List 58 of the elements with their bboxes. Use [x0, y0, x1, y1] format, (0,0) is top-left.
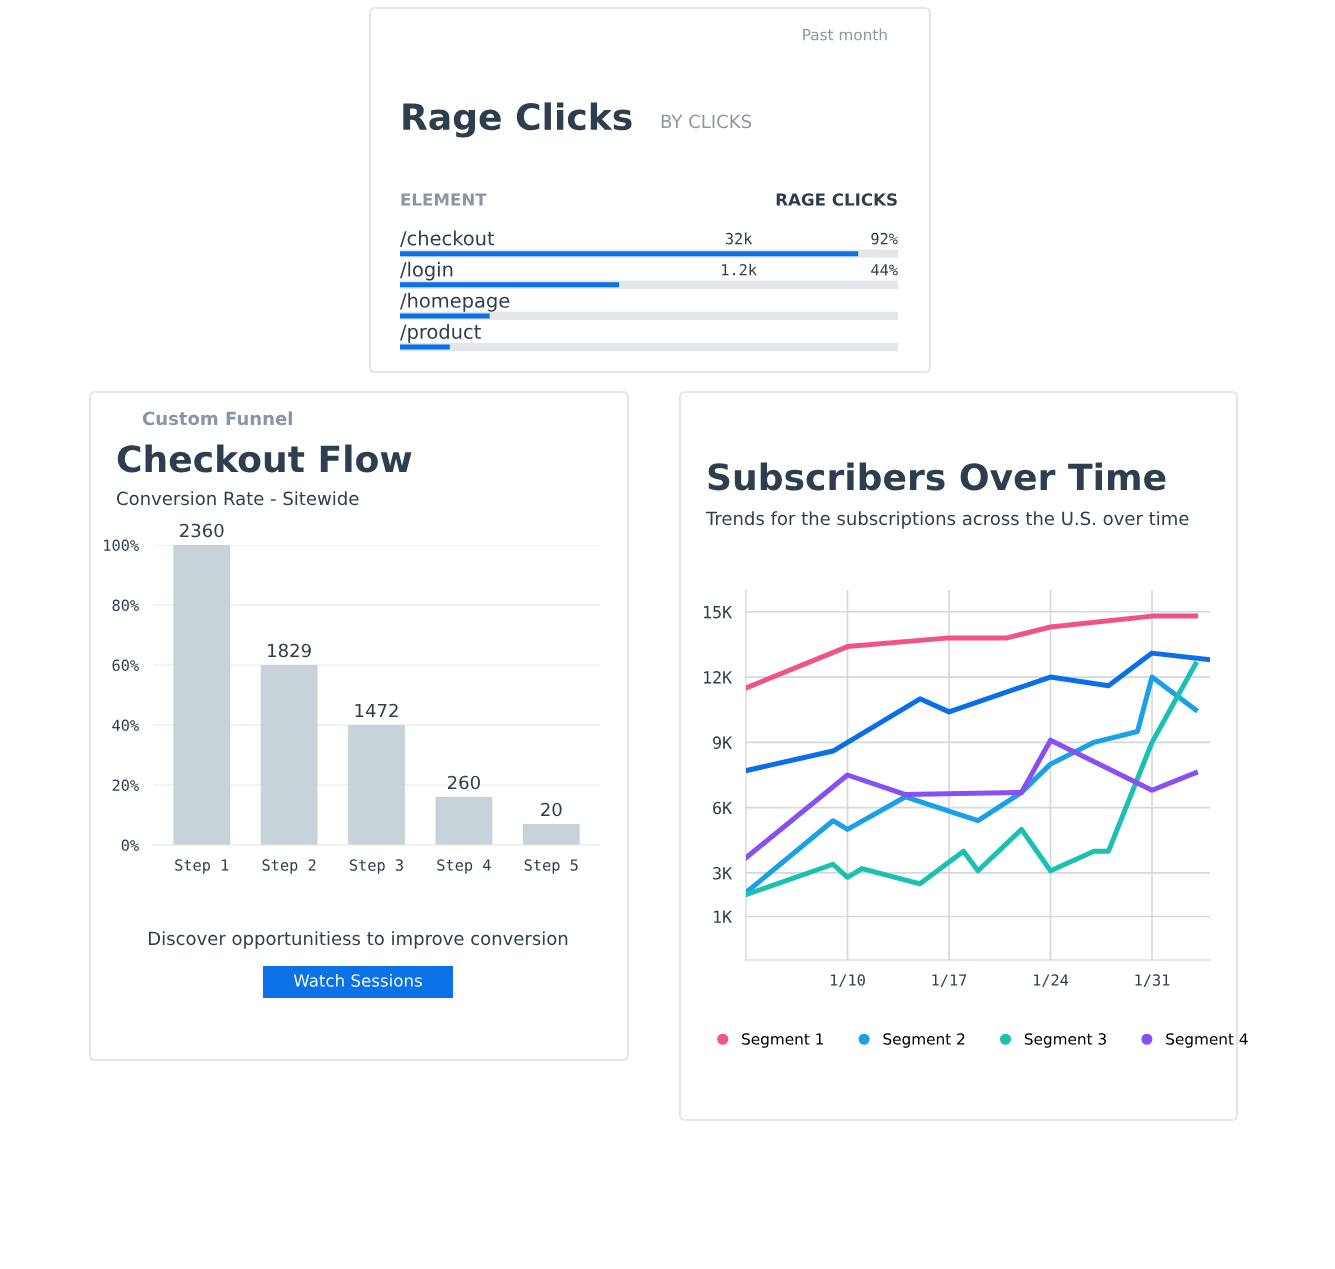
- y-tick-label: 3K: [713, 866, 733, 880]
- annotation: 20: [541, 802, 562, 817]
- bar: [260, 665, 318, 845]
- y-tick-label: 100%: [104, 539, 139, 552]
- y-tick-label: 60%: [112, 659, 139, 672]
- text: Past month: [803, 28, 887, 41]
- chart-title: Checkout Flow: [117, 444, 412, 473]
- legend-label: Segment 3: [1024, 1033, 1106, 1048]
- annotation: 1.2k: [722, 263, 757, 276]
- annotation: 1829: [268, 643, 311, 658]
- legend-label: Segment 4: [1166, 1033, 1248, 1048]
- legend-label: Segment 1: [742, 1033, 823, 1048]
- y-tick-label: 20%: [112, 779, 139, 792]
- x-tick-label: Step 2: [262, 859, 316, 874]
- y-tick-label: /homepage: [400, 292, 510, 312]
- data-label: 44%: [871, 264, 898, 276]
- y-tick-label: 9K: [713, 736, 733, 749]
- data-label: 92%: [871, 232, 898, 245]
- bar: [173, 545, 231, 845]
- chart-title: Subscribers Over Time: [708, 462, 1166, 491]
- y-tick-label: /product: [400, 323, 481, 343]
- y-tick-label: 12K: [704, 671, 733, 684]
- x-tick-label: Step 3: [349, 859, 403, 874]
- chart-subtitle: Trends for the subscriptions across the U.S. over time: [705, 511, 1189, 529]
- y-tick-label: 80%: [112, 599, 139, 612]
- text: Watch Sessions: [293, 973, 422, 987]
- annotation: 1472: [355, 703, 398, 718]
- bar: [400, 313, 490, 319]
- bar: [435, 797, 493, 845]
- y-tick-label: 6K: [713, 801, 733, 815]
- text: ELEMENT: [401, 193, 487, 206]
- x-tick-label: 1/24: [1033, 974, 1069, 987]
- y-tick-label: 1K: [714, 910, 733, 923]
- legend-label: Segment 2: [883, 1033, 965, 1048]
- chart-subtitle: BY CLICKS: [661, 114, 752, 129]
- x-tick-label: Step 4: [437, 859, 491, 874]
- x-tick-label: 1/10: [830, 974, 865, 987]
- x-tick-label: 1/31: [1135, 974, 1170, 987]
- y-tick-label: 15K: [704, 605, 733, 619]
- annotation: 32k: [725, 232, 753, 245]
- bar: [400, 282, 620, 288]
- chart-title: Rage Clicks: [403, 102, 632, 138]
- text: Discover opportunitiess to improve conversion: [149, 931, 568, 949]
- text: Custom Funnel: [142, 411, 292, 426]
- chart-subtitle: Conversion Rate - Sitewide: [117, 491, 359, 506]
- x-tick-label: 1/17: [932, 974, 967, 987]
- x-tick-label: Step 5: [524, 859, 578, 874]
- text: RAGE CLICKS: [776, 193, 897, 206]
- bar: [522, 824, 580, 845]
- bar: [348, 725, 405, 845]
- x-tick-label: Step 1: [175, 859, 229, 874]
- y-tick-label: /checkout: [400, 230, 495, 248]
- annotation: 260: [447, 775, 480, 790]
- y-tick-label: 40%: [112, 719, 139, 732]
- y-tick-label: /login: [400, 261, 453, 281]
- y-tick-label: 0%: [121, 839, 139, 852]
- annotation: 2360: [180, 523, 224, 538]
- bar: [400, 344, 450, 350]
